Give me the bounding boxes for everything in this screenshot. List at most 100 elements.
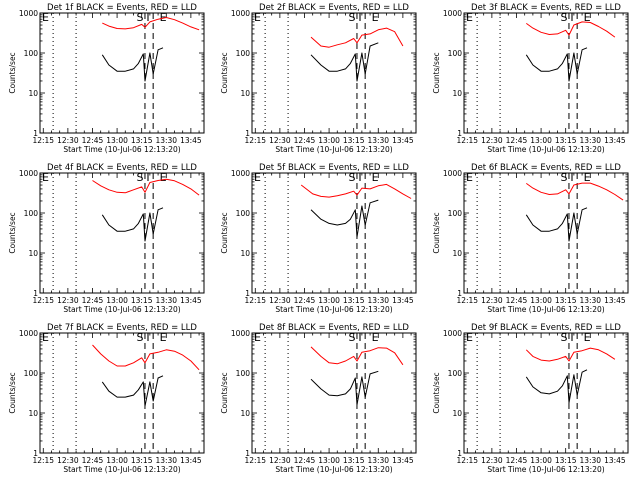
- y-tick-label: 1000: [231, 9, 250, 18]
- y-tick-label: 100: [24, 49, 39, 58]
- marker-label-e: E: [584, 11, 591, 24]
- x-tick-label: 12:15: [244, 136, 266, 145]
- x-tick-label: 13:30: [367, 136, 389, 145]
- y-tick-label: 100: [24, 209, 39, 218]
- marker-label-i: I: [358, 331, 361, 344]
- marker-label-i: I: [358, 11, 361, 24]
- corner-marker-label: E: [254, 11, 261, 24]
- panel-det-6: Det 6f BLACK = Events, RED = LLD 1 10 100 10…: [432, 163, 629, 314]
- plot-frame: [251, 12, 417, 134]
- y-axis-label: Counts/sec: [432, 212, 441, 253]
- x-tick-label: 13:45: [392, 296, 414, 305]
- corner-marker-label: E: [466, 11, 473, 24]
- series-events-line: [101, 47, 164, 82]
- x-tick-label: 13:45: [392, 456, 414, 465]
- x-tick-label: 13:00: [106, 136, 128, 145]
- x-tick-label: 13:15: [131, 456, 153, 465]
- marker-label-e: E: [584, 171, 591, 184]
- y-tick-label: 100: [448, 49, 463, 58]
- marker-label-s: S: [348, 11, 355, 24]
- series-events-line: [525, 369, 588, 404]
- x-tick-label: 13:45: [604, 456, 626, 465]
- series-lld-line: [310, 27, 404, 48]
- x-axis-label: Start Time (10-Jul-06 12:13:20): [63, 465, 180, 474]
- x-tick-label: 13:45: [180, 136, 202, 145]
- panel-det-5: Det 5f BLACK = Events, RED = LLD 1 10 100 10…: [220, 163, 417, 314]
- marker-label-s: S: [560, 331, 567, 344]
- panel-det-8: Det 8f BLACK = Events, RED = LLD 1 10 100 10…: [220, 323, 417, 474]
- x-tick-label: 12:30: [57, 296, 79, 305]
- plot-frame: [463, 332, 629, 454]
- y-tick-label: 10: [452, 89, 462, 98]
- y-tick-label: 10: [28, 409, 38, 418]
- y-tick-label: 1000: [19, 9, 38, 18]
- series-events-line: [525, 47, 588, 82]
- panel-det-3: Det 3f BLACK = Events, RED = LLD 1 10 100 10…: [432, 3, 629, 154]
- panel-det-4: Det 4f BLACK = Events, RED = LLD 1 10 100 10…: [8, 163, 205, 314]
- x-axis-label: Start Time (10-Jul-06 12:13:20): [275, 145, 392, 154]
- y-tick-label: 100: [236, 209, 251, 218]
- y-tick-label: 10: [28, 89, 38, 98]
- y-tick-label: 1000: [443, 329, 462, 338]
- y-axis-label: Counts/sec: [220, 52, 229, 93]
- series-lld-line: [300, 183, 412, 199]
- series-events-line: [310, 370, 379, 406]
- y-tick-label: 1000: [443, 9, 462, 18]
- plot-frame: [39, 332, 205, 454]
- y-tick-label: 1000: [443, 169, 462, 178]
- series-lld-line: [525, 347, 616, 362]
- y-tick-label: 1: [245, 129, 250, 138]
- x-tick-label: 13:00: [318, 456, 340, 465]
- y-tick-label: 1: [245, 289, 250, 298]
- x-tick-label: 12:30: [57, 136, 79, 145]
- y-tick-label: 100: [236, 369, 251, 378]
- x-tick-label: 12:45: [82, 456, 104, 465]
- series-events-line: [525, 207, 588, 242]
- series-lld-line: [526, 21, 616, 38]
- y-axis-label: Counts/sec: [432, 52, 441, 93]
- y-tick-label: 10: [240, 89, 250, 98]
- y-axis-label: Counts/sec: [432, 372, 441, 413]
- x-tick-label: 12:45: [294, 296, 316, 305]
- marker-label-i: I: [146, 331, 149, 344]
- series-events-line: [101, 375, 164, 407]
- x-axis-label: Start Time (10-Jul-06 12:13:20): [487, 305, 604, 314]
- x-tick-label: 13:30: [579, 136, 601, 145]
- marker-label-s: S: [560, 11, 567, 24]
- series-lld-line: [526, 182, 624, 201]
- x-tick-label: 13:30: [579, 456, 601, 465]
- y-tick-label: 100: [24, 369, 39, 378]
- x-axis-label: Start Time (10-Jul-06 12:13:20): [275, 305, 392, 314]
- x-tick-label: 12:30: [269, 136, 291, 145]
- y-tick-label: 1: [457, 289, 462, 298]
- corner-marker-label: E: [466, 331, 473, 344]
- y-tick-label: 1000: [231, 169, 250, 178]
- x-tick-label: 13:45: [604, 296, 626, 305]
- marker-label-s: S: [136, 331, 143, 344]
- x-tick-label: 12:15: [32, 136, 54, 145]
- x-tick-label: 12:45: [294, 136, 316, 145]
- panel-title: Det 8f BLACK = Events, RED = LLD: [259, 323, 409, 333]
- x-axis-label: Start Time (10-Jul-06 12:13:20): [487, 145, 604, 154]
- marker-label-s: S: [560, 171, 567, 184]
- x-tick-label: 12:15: [456, 136, 478, 145]
- x-tick-label: 13:00: [318, 136, 340, 145]
- y-tick-label: 1000: [19, 329, 38, 338]
- x-tick-label: 13:00: [530, 296, 552, 305]
- x-tick-label: 13:00: [530, 136, 552, 145]
- x-tick-label: 13:15: [131, 296, 153, 305]
- x-tick-label: 13:45: [392, 136, 414, 145]
- panel-title: Det 2f BLACK = Events, RED = LLD: [259, 3, 409, 13]
- corner-marker-label: E: [466, 171, 473, 184]
- x-axis-label: Start Time (10-Jul-06 12:13:20): [275, 465, 392, 474]
- x-tick-label: 13:30: [367, 296, 389, 305]
- x-tick-label: 12:45: [294, 456, 316, 465]
- x-tick-label: 12:15: [456, 296, 478, 305]
- x-tick-label: 13:00: [318, 296, 340, 305]
- y-tick-label: 10: [240, 249, 250, 258]
- x-axis-label: Start Time (10-Jul-06 12:13:20): [63, 305, 180, 314]
- panel-title: Det 1f BLACK = Events, RED = LLD: [47, 3, 197, 13]
- x-tick-label: 13:15: [343, 456, 365, 465]
